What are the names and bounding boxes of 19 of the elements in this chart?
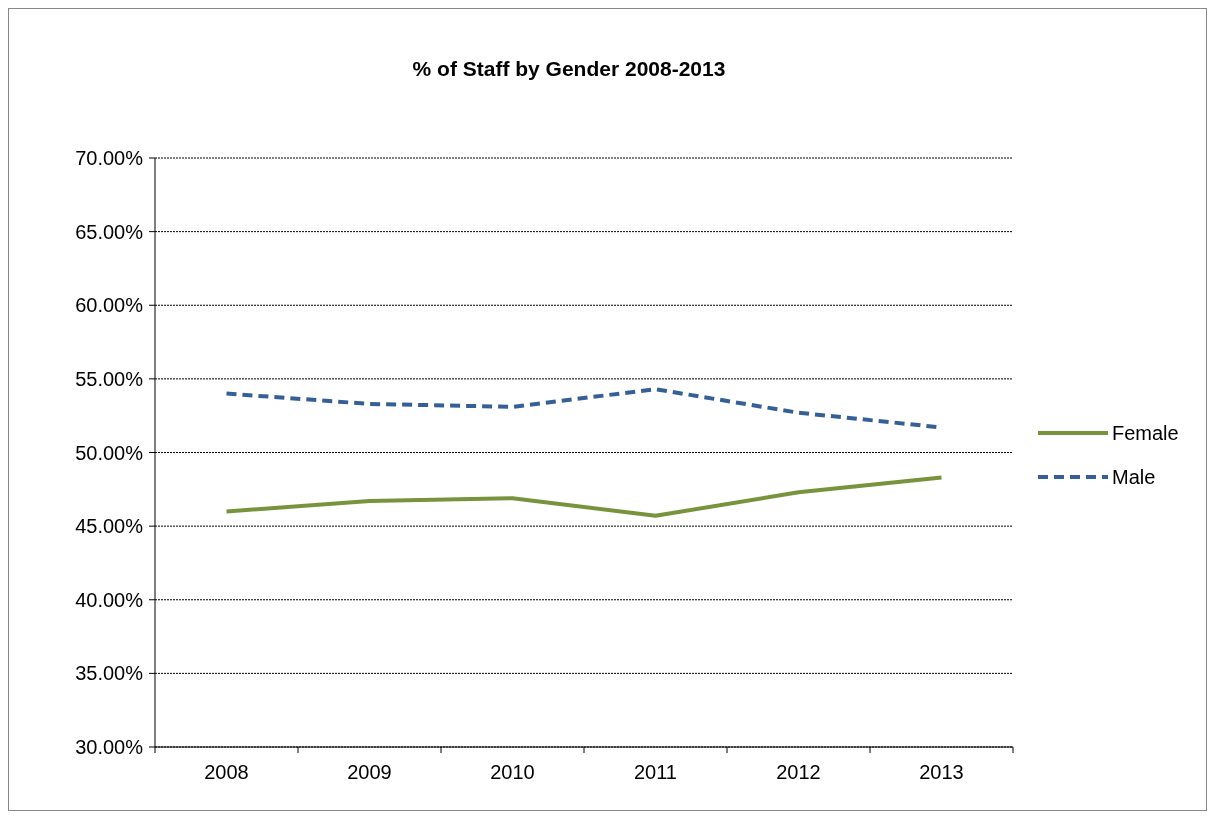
x-tick-label: 2008: [204, 761, 249, 783]
y-tick-label: 65.00%: [75, 220, 144, 243]
y-tick-label: 55.00%: [75, 367, 144, 390]
legend-label: Female: [1112, 422, 1179, 444]
chart-title: % of Staff by Gender 2008-2013: [412, 57, 726, 80]
y-tick-label: 70.00%: [75, 147, 144, 169]
line-series: [224, 475, 944, 518]
y-tick-label: 35.00%: [75, 662, 144, 685]
y-tick-label: 40.00%: [75, 588, 144, 611]
legend-label: Male: [1112, 466, 1156, 488]
y-tick-label: 50.00%: [75, 441, 144, 464]
x-tick-label: 2010: [490, 761, 535, 783]
x-tick-label: 2012: [776, 761, 821, 783]
y-tick-label: 30.00%: [75, 736, 144, 758]
y-tick-label: 45.00%: [75, 515, 144, 538]
x-tick-label: 2009: [347, 761, 392, 783]
y-tick-label: 60.00%: [75, 294, 144, 317]
x-tick-label: 2013: [919, 761, 964, 783]
x-tick-label: 2011: [633, 761, 678, 783]
